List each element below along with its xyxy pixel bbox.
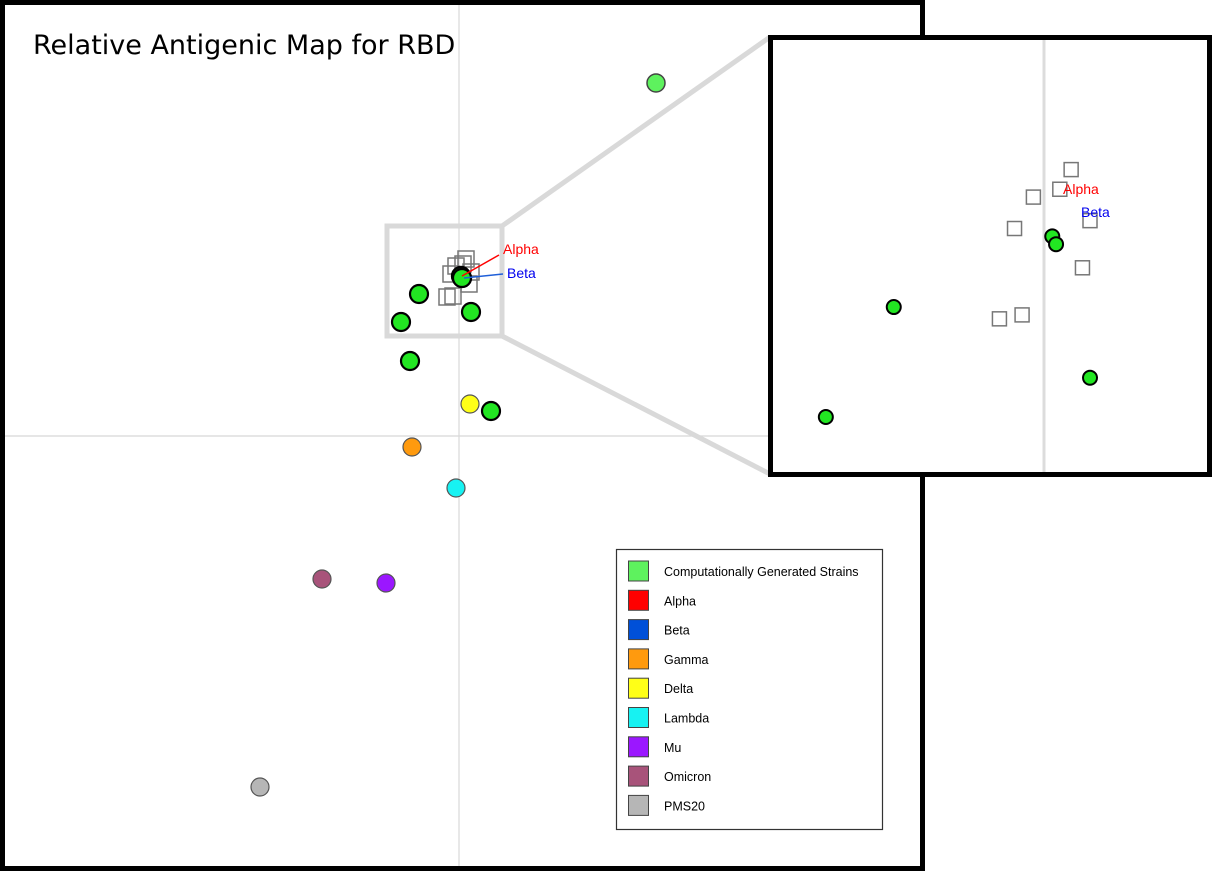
legend-swatch-gamma — [628, 648, 649, 670]
legend-swatch-computationally-generated-strains — [628, 560, 649, 582]
inset-point-computationally-generated-strains-2 — [1082, 369, 1099, 386]
beta-annotation: Beta — [507, 265, 536, 281]
inset-alpha-annotation: Alpha — [1063, 181, 1099, 197]
legend-items: Computationally Generated Strains Alpha Be… — [628, 560, 859, 816]
zoom-connector-bottom — [500, 333, 772, 477]
inset-frame — [768, 35, 1212, 477]
annotations: Alpha Beta — [461, 241, 539, 281]
point-pms20-1 — [457, 250, 475, 268]
legend-label-lambda: Lambda — [664, 712, 709, 726]
chart-title: Relative Antigenic Map for RBD — [33, 30, 455, 61]
legend-label-computationally-generated-strains: Computationally Generated Strains — [664, 565, 859, 579]
legend-swatch-alpha — [628, 589, 649, 611]
zoom-indicator — [384, 34, 772, 477]
legend-swatch-beta — [628, 619, 649, 641]
inset-point-pms20-2 — [1025, 189, 1042, 205]
legend-swatch-lambda — [628, 707, 649, 728]
point-gamma-0 — [402, 437, 422, 457]
inset-point-pms20-7 — [1006, 220, 1023, 237]
alpha-leader-line — [461, 254, 500, 277]
point-pms20-5 — [438, 288, 456, 306]
point-pms20-0 — [250, 777, 270, 797]
inset-point-pms20-8 — [1052, 181, 1068, 197]
inset-point-pms20-1 — [1063, 161, 1079, 178]
inset-beta-annotation: Beta — [1081, 204, 1110, 220]
inset-point-pms20-3 — [1082, 212, 1098, 229]
legend-label-alpha: Alpha — [664, 594, 696, 608]
alpha-annotation: Alpha — [503, 241, 539, 257]
point-computationally-generated-strains-3 — [390, 311, 412, 333]
legend-label-mu: Mu — [664, 741, 681, 755]
inset-point-pms20-5 — [991, 311, 1008, 327]
point-delta-0 — [460, 394, 480, 414]
beta-leader-line — [463, 273, 504, 279]
inset-point-computationally-generated-strains-1 — [885, 299, 902, 316]
legend-swatch-pms20 — [628, 794, 649, 816]
point-lambda-0 — [446, 478, 466, 498]
inset-point-beta-0 — [1048, 236, 1065, 253]
inset-point-computationally-generated-strains-3 — [817, 409, 834, 426]
point-computationally-generated-strains-0 — [646, 73, 666, 93]
main-scatter-points — [250, 73, 666, 797]
main-crosshair — [5, 5, 920, 866]
legend-label-beta: Beta — [664, 624, 690, 638]
legend-box — [615, 548, 884, 831]
legend-label-omicron: Omicron — [664, 770, 711, 784]
legend-label-delta: Delta — [664, 682, 693, 696]
legend-label-gamma: Gamma — [664, 653, 709, 667]
point-computationally-generated-strains-1 — [408, 283, 430, 305]
legend-swatch-mu — [628, 736, 649, 758]
inset-point-pms20-6 — [1014, 307, 1030, 323]
legend-swatch-omicron — [628, 765, 649, 787]
point-computationally-generated-strains-5 — [480, 400, 502, 422]
zoom-connector-top — [500, 34, 772, 229]
inset-point-pms20-4 — [1074, 260, 1091, 276]
point-computationally-generated-strains-4 — [399, 350, 421, 372]
zoom-box — [384, 223, 505, 339]
legend-label-pms20: PMS20 — [664, 799, 705, 813]
point-mu-0 — [376, 573, 396, 593]
legend: Computationally Generated Strains Alpha Be… — [615, 548, 884, 831]
point-pms20-6 — [444, 287, 462, 305]
inset-panel: Alpha Beta — [768, 35, 1212, 477]
point-omicron-0 — [312, 569, 332, 589]
point-computationally-generated-strains-2 — [460, 301, 482, 323]
legend-swatch-delta — [628, 677, 649, 699]
inset-scatter-points — [817, 161, 1099, 426]
